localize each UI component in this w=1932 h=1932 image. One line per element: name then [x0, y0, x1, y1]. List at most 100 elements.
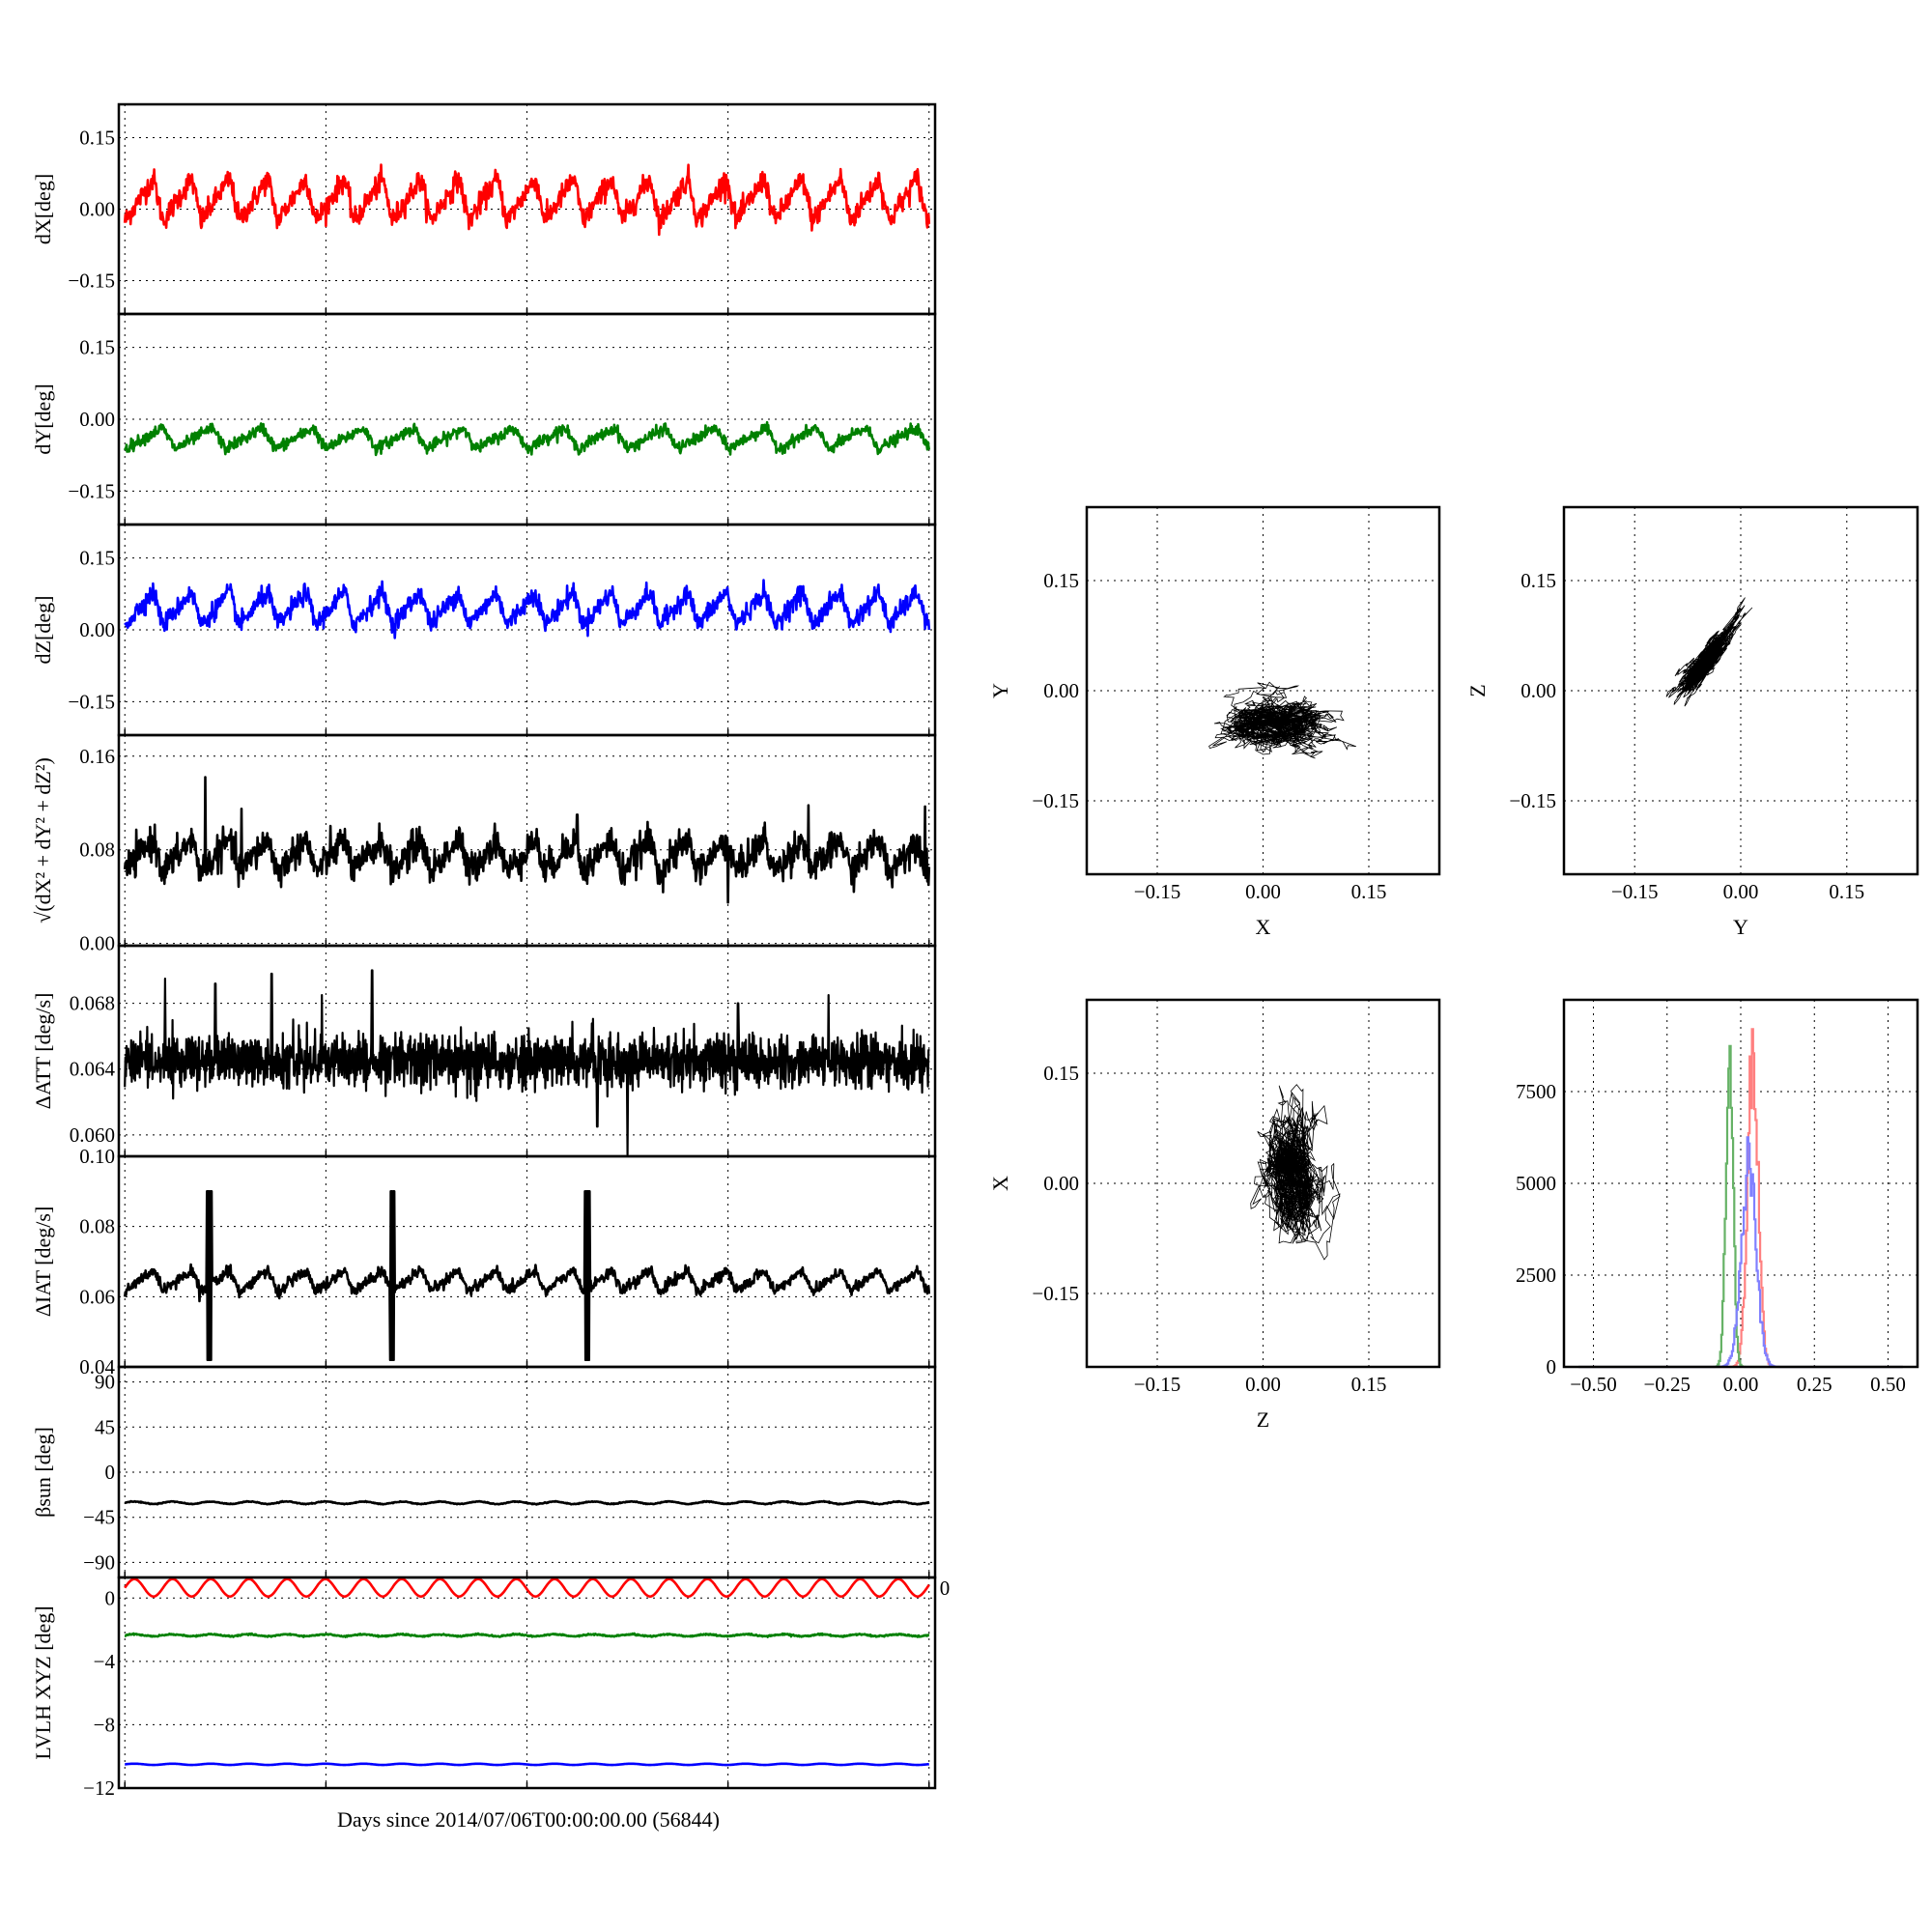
y-axis-label: LVLH XYZ [deg] [31, 1605, 55, 1759]
y-tick-label: −45 [83, 1506, 115, 1529]
y-tick-label: 0.16 [79, 745, 115, 768]
x-tick-label: 0 [940, 1577, 951, 1600]
timeseries-panel-6: 0.10 0.08 0.06 0.04 ΔIAT [deg/s] [31, 1145, 937, 1378]
y-tick-label: 0.15 [1520, 569, 1556, 592]
y-axis-label: X [988, 1176, 1012, 1191]
scatter-trace [1665, 597, 1753, 707]
panel-frame [1562, 998, 1919, 1369]
timeseries-panel-4: 0.16 0.08 0.00 √(dX² + dY² + dZ²) [31, 733, 937, 955]
x-tick-label: 0.25 [1797, 1373, 1833, 1396]
x-axis-label: Z [1257, 1407, 1269, 1432]
y-axis-label: Y [988, 683, 1012, 698]
y-tick-label: 0.00 [79, 932, 115, 955]
series-line-1 [123, 163, 931, 237]
y-tick-label: −0.15 [68, 690, 115, 713]
series-line-1 [123, 1190, 931, 1361]
y-tick-label: 0.04 [79, 1355, 115, 1378]
x-tick-label: −0.50 [1570, 1373, 1617, 1396]
x-tick-label: 0.15 [1829, 880, 1864, 903]
y-axis-label: √(dX² + dY² + dZ²) [31, 757, 55, 923]
y-tick-label: 0.00 [79, 618, 115, 641]
y-axis-label: Z [1465, 684, 1490, 696]
scatter-trace [1208, 681, 1356, 759]
y-tick-label: 0.00 [1520, 679, 1556, 702]
x-tick-label: 0.15 [1351, 880, 1387, 903]
y-axis-label: βsun [deg] [31, 1427, 55, 1518]
y-tick-label: 0.00 [1043, 679, 1079, 702]
y-tick-label: 0.064 [70, 1058, 116, 1081]
y-axis-label: ΔATT [deg/s] [31, 993, 55, 1110]
y-tick-label: −0.15 [68, 269, 115, 292]
y-tick-label: −4 [94, 1650, 116, 1673]
y-tick-label: 0.08 [79, 838, 115, 862]
panel-frame [117, 1576, 937, 1790]
panel-frame [1562, 505, 1919, 876]
series-line-2 [124, 1632, 930, 1638]
panel-frame [117, 1154, 937, 1369]
y-tick-label: 0.15 [79, 336, 115, 359]
y-tick-label: 0.00 [79, 198, 115, 221]
timeseries-panel-3: 0.15 0.00 −0.15 dZ[deg] [31, 523, 937, 737]
y-tick-label: 90 [95, 1371, 115, 1394]
y-tick-label: 0.08 [79, 1215, 115, 1238]
y-tick-label: 0.10 [79, 1145, 115, 1168]
x-tick-label: −0.15 [1611, 880, 1659, 903]
timeseries-panel-5: 0.068 0.064 0.060 ΔATT [deg/s] [31, 944, 937, 1158]
timeseries-panel-1: 0.15 0.00 −0.15 dX[deg] [31, 102, 937, 316]
y-tick-label: 0.15 [1043, 569, 1079, 592]
shared-x-axis-label: Days since 2014/07/06T00:00:00.00 (56844… [337, 1807, 720, 1832]
timeseries-panel-2: 0.15 0.00 −0.15 dY[deg] [31, 312, 937, 526]
timeseries-panel-8: 0 −4 −8 −12 LVLH XYZ [deg] 0 [31, 1576, 951, 1800]
series-line-1 [123, 420, 931, 457]
y-axis-label: dX[deg] [31, 174, 55, 244]
y-tick-label: 5000 [1516, 1172, 1556, 1195]
y-axis-label: dZ[deg] [31, 596, 55, 665]
y-tick-label: −0.15 [1032, 789, 1079, 812]
x-axis-label: X [1256, 915, 1271, 939]
y-tick-label: −12 [83, 1776, 115, 1800]
y-tick-label: −0.15 [1032, 1282, 1079, 1305]
series-line-3 [124, 1762, 930, 1767]
y-tick-label: 0.15 [1043, 1062, 1079, 1085]
x-tick-label: 0.00 [1723, 880, 1759, 903]
y-tick-label: 2500 [1516, 1264, 1556, 1287]
y-tick-label: 45 [95, 1415, 115, 1438]
y-tick-label: 0.06 [79, 1285, 115, 1308]
y-tick-label: −8 [94, 1713, 115, 1736]
series-line-1 [123, 776, 931, 904]
y-tick-label: 0.15 [79, 547, 115, 570]
y-tick-label: 0.00 [79, 408, 115, 431]
y-tick-label: 0.060 [70, 1123, 115, 1147]
x-tick-label: 0.50 [1870, 1373, 1906, 1396]
x-tick-label: 0.00 [1245, 1373, 1281, 1396]
series-line-1 [124, 1577, 930, 1598]
panel-frame [1085, 505, 1441, 876]
scatter-trace [1250, 1084, 1341, 1261]
series-line-1 [124, 1499, 930, 1506]
y-tick-label: −90 [83, 1550, 115, 1574]
y-tick-label: 0 [105, 1586, 116, 1609]
y-tick-label: 0 [1547, 1355, 1557, 1378]
x-tick-label: 0.00 [1723, 1373, 1759, 1396]
panel-frame [1085, 998, 1441, 1369]
y-tick-label: 0 [105, 1461, 116, 1484]
x-tick-label: −0.15 [1134, 880, 1181, 903]
scatter-panel-XY: −0.15 0.15 0.00 0.00 0.15 −0.15 X Y [988, 505, 1441, 939]
series-line-1 [124, 969, 930, 1156]
histogram-series-dX [1578, 1028, 1903, 1369]
scatter-panel-ZX: −0.15 0.15 0.00 0.00 0.15 −0.15 Z X [988, 998, 1441, 1432]
x-tick-label: −0.25 [1643, 1373, 1690, 1396]
y-tick-label: 0.068 [70, 992, 115, 1015]
scatter-panel-YZ: −0.15 0.15 0.00 0.00 0.15 −0.15 Y Z [1465, 505, 1919, 939]
y-tick-label: −0.15 [68, 479, 115, 502]
y-axis-label: dY[deg] [31, 384, 55, 454]
x-tick-label: 0.15 [1351, 1373, 1387, 1396]
histogram-panel: −0.50 −0.25 0.00 0.25 0.50 7500 5000 2500 0 [1516, 998, 1919, 1396]
y-tick-label: 0.00 [1043, 1172, 1079, 1195]
y-tick-label: 0.15 [79, 127, 115, 150]
x-tick-label: −0.15 [1134, 1373, 1181, 1396]
series-line-1 [124, 579, 931, 639]
x-tick-label: 0.00 [1245, 880, 1281, 903]
x-axis-label: Y [1733, 915, 1748, 939]
